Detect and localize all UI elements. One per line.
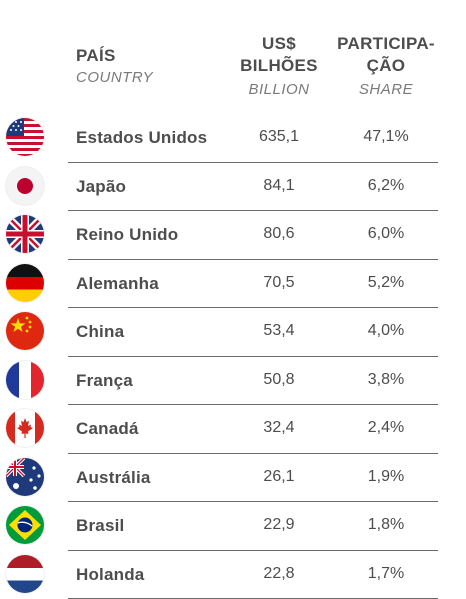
value-billion: 50,8 (263, 370, 295, 388)
share-percent: 3,8% (367, 370, 405, 388)
country-name: Austrália (76, 467, 151, 487)
table-row: Reino Unido 80,6 6,0% (0, 211, 466, 260)
country-name: França (76, 370, 133, 390)
country-name: Canadá (76, 419, 139, 438)
row-divider (68, 501, 438, 502)
header-share-en: SHARE (358, 81, 414, 98)
header-share-pt: PARTICIPA- ÇÃO (327, 33, 445, 77)
canada-flag-icon (6, 409, 44, 447)
usa-flag-icon (6, 118, 44, 156)
country-name: Estados Unidos (76, 128, 208, 147)
share-percent: 4,0% (367, 322, 405, 339)
japan-flag-icon (6, 166, 44, 205)
share-percent: 1,7% (367, 564, 405, 582)
row-divider (68, 404, 438, 405)
table-row: Japão 84,1 6,2% (0, 163, 466, 211)
uk-flag-icon (6, 215, 44, 253)
table-row: França 50,8 3,8% (0, 357, 466, 405)
row-divider (68, 307, 438, 308)
row-divider (68, 161, 438, 163)
country-name: Reino Unido (76, 225, 179, 244)
row-divider (68, 452, 438, 454)
header-country-pt: PAÍS (76, 46, 116, 65)
share-percent: 6,2% (367, 176, 405, 194)
value-billion: 84,1 (263, 176, 295, 194)
table-row: Austrália 26,1 1,9% (0, 454, 466, 502)
share-percent: 1,9% (367, 467, 405, 485)
value-billion: 53,4 (263, 322, 295, 339)
share-percent: 6,0% (367, 225, 405, 242)
share-percent: 5,2% (367, 273, 405, 291)
value-billion: 70,5 (263, 273, 295, 291)
country-name: Holanda (76, 564, 145, 584)
header-value-en: BILLION (248, 81, 310, 98)
value-billion: 26,1 (263, 467, 295, 485)
row-divider (68, 549, 438, 551)
table-row: Canadá 32,4 2,4% (0, 405, 466, 454)
table-row: Alemanha 70,5 5,2% (0, 260, 466, 308)
netherlands-flag-icon (6, 554, 44, 593)
country-name: Japão (76, 176, 127, 196)
header-country-en: COUNTRY (76, 69, 154, 86)
header-share-pt-line1: PARTICIPA- (337, 34, 435, 53)
germany-flag-icon (6, 263, 44, 302)
value-billion: 22,8 (263, 564, 295, 582)
value-billion: 22,9 (263, 516, 295, 533)
share-percent: 2,4% (367, 419, 405, 436)
france-flag-icon (6, 360, 44, 399)
table-row: Holanda 22,8 1,7% (0, 551, 466, 599)
country-name: China (76, 322, 125, 341)
row-divider (68, 258, 438, 260)
table-row: Estados Unidos 635,1 47,1% (0, 114, 466, 163)
value-billion: 32,4 (263, 419, 295, 436)
table-row: Brasil 22,9 1,8% (0, 502, 466, 551)
header-value-pt-line1: US$ (262, 34, 296, 53)
country-table: Estados Unidos 635,1 47,1% Japão 84,1 6,… (0, 114, 466, 599)
value-billion: 635,1 (258, 128, 300, 145)
australia-flag-icon (6, 457, 44, 496)
table-row: China 53,4 4,0% (0, 308, 466, 357)
row-divider (68, 210, 438, 211)
row-divider (68, 355, 438, 357)
country-name: Brasil (76, 516, 125, 535)
header-value-pt: US$ BILHÕES (238, 33, 320, 77)
share-percent: 47,1% (363, 128, 409, 145)
header-value-pt-line2: BILHÕES (240, 56, 318, 75)
header-share-pt-line2: ÇÃO (366, 56, 406, 75)
value-billion: 80,6 (263, 225, 295, 242)
china-flag-icon (6, 312, 44, 350)
share-percent: 1,8% (367, 516, 405, 533)
brazil-flag-icon (6, 506, 44, 544)
table-header: PAÍS COUNTRY US$ BILHÕES BILLION PARTICI… (0, 0, 466, 110)
country-name: Alemanha (76, 273, 159, 293)
